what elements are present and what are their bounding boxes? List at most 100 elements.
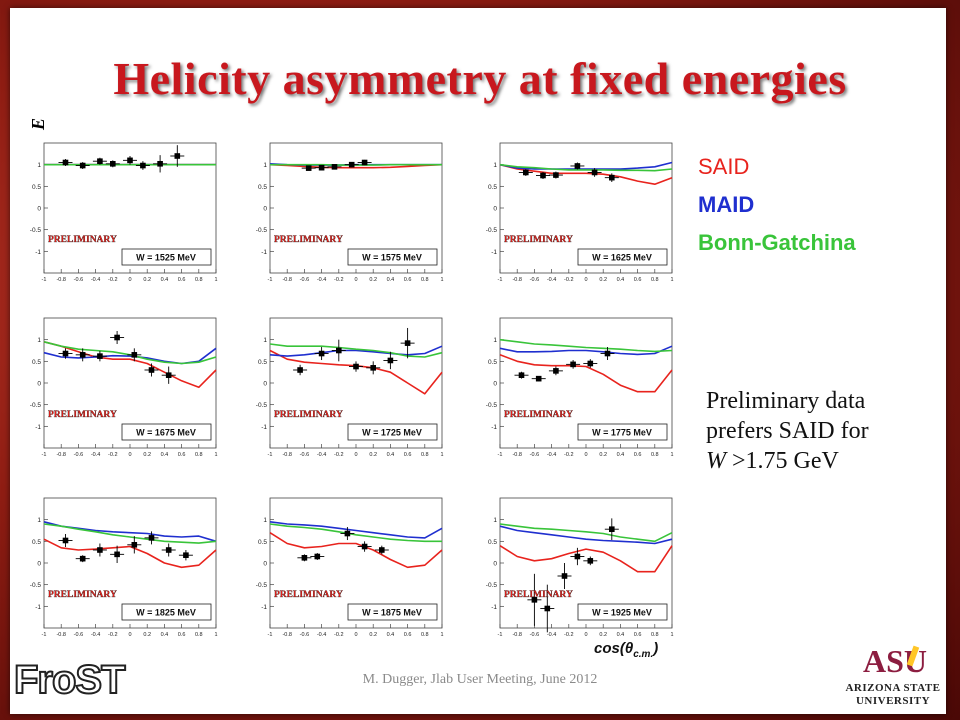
preliminary-watermark: PRELIMINARY — [48, 590, 117, 600]
x-tick-label: 0.2 — [369, 277, 377, 283]
y-tick-label: 0.5 — [32, 184, 41, 191]
data-point — [131, 352, 138, 358]
preliminary-watermark: PRELIMINARY — [48, 235, 117, 245]
x-tick-label: 0.6 — [634, 452, 642, 458]
panel-9: 1 0.5 0 -0.5 -1 -1 -0.8 -0.6 -0.4 -0.2 0 0.2 0.4 0.6 0… — [486, 497, 674, 638]
y-tick-label: -1 — [35, 249, 41, 256]
data-point — [544, 605, 551, 612]
x-tick-label: 1 — [214, 452, 217, 458]
panel-3: 1 0.5 0 -0.5 -1 -1 -0.8 -0.6 -0.4 -0.2 0 0.2 0.4 0.6 0… — [486, 142, 674, 283]
preliminary-watermark: PRELIMINARY — [274, 410, 343, 420]
energy-label-box — [347, 603, 438, 621]
conclusion-note: Preliminary data prefers SAID for W >1.7… — [706, 386, 946, 476]
energy-label: W = 1675 MeV — [136, 428, 196, 438]
curve-said — [269, 163, 443, 169]
x-tick-label: 0.2 — [143, 452, 151, 458]
data-point — [305, 165, 312, 171]
x-tick-label: -0.2 — [334, 452, 343, 458]
x-tick-label: -1 — [42, 277, 47, 283]
data-point — [62, 350, 69, 357]
x-tick-label: 0 — [354, 632, 357, 638]
y-tick-label: -1 — [35, 424, 41, 431]
x-tick-label: -0.2 — [108, 452, 117, 458]
panel-2: 1 0.5 0 -0.5 -1 -1 -0.8 -0.6 -0.4 -0.2 0 0.2 0.4 0.6 0… — [256, 142, 444, 283]
y-tick-label: -0.5 — [486, 582, 498, 589]
data-point — [574, 553, 581, 560]
x-tick-label: -0.6 — [300, 277, 309, 283]
y-tick-label: 1 — [37, 517, 41, 524]
y-tick-label: 1 — [493, 337, 497, 344]
y-tick-label: 1 — [263, 517, 267, 524]
data-point — [587, 360, 594, 367]
x-tick-label: 0.6 — [178, 452, 186, 458]
y-tick-label: 0 — [37, 381, 41, 388]
x-tick-label: 0.8 — [651, 632, 659, 638]
x-tick-label: -0.6 — [74, 452, 83, 458]
x-tick-label: -0.4 — [547, 632, 556, 638]
curve-bonn-gatchina — [499, 338, 673, 353]
curve-maid — [499, 525, 673, 545]
x-tick-label: 0.8 — [651, 277, 659, 283]
data-point — [535, 375, 542, 382]
curve-bonn-gatchina — [269, 523, 442, 543]
data-point — [348, 161, 355, 168]
y-tick-label: 0.5 — [32, 359, 41, 366]
x-tick-label: -0.4 — [91, 632, 100, 638]
energy-label: W = 1925 MeV — [592, 608, 652, 618]
data-point — [574, 163, 581, 169]
y-tick-label: 0.5 — [258, 184, 267, 191]
energy-label-box — [347, 423, 438, 441]
x-tick-label: -0.8 — [512, 632, 521, 638]
data-point — [148, 367, 155, 373]
x-tick-label: -0.6 — [530, 452, 539, 458]
panel-6: 1 0.5 0 -0.5 -1 -1 -0.8 -0.6 -0.4 -0.2 0 0.2 0.4 0.6 0… — [486, 317, 674, 458]
note-line-2: prefers SAID for — [706, 418, 869, 444]
x-tick-label: -0.2 — [334, 277, 343, 283]
y-tick-label: -1 — [261, 424, 267, 431]
data-point — [79, 352, 86, 358]
x-tick-label: 0.8 — [195, 632, 203, 638]
energy-label-box — [121, 423, 212, 441]
curve-said — [499, 354, 673, 393]
x-axis-label: cos(θc.m.) — [594, 640, 659, 660]
y-tick-label: -0.5 — [30, 582, 42, 589]
x-tick-label: -1 — [498, 452, 503, 458]
energy-label-box — [577, 423, 668, 441]
curve-said — [269, 532, 443, 569]
data-point — [157, 161, 163, 167]
x-tick-label: 0 — [354, 277, 357, 283]
note-line-3: W >1.75 GeV — [706, 446, 946, 476]
data-point — [165, 547, 172, 553]
energy-label: W = 1825 MeV — [136, 608, 196, 618]
y-tick-label: -0.5 — [30, 227, 42, 234]
x-tick-label: 0.8 — [651, 452, 659, 458]
y-tick-label: 1 — [37, 337, 41, 344]
x-tick-label: 0.4 — [617, 452, 625, 458]
x-tick-label: -1 — [268, 277, 273, 283]
x-tick-label: 1 — [670, 632, 673, 638]
data-point — [110, 161, 116, 167]
x-tick-label: 0.2 — [599, 277, 607, 283]
legend: SAID MAID Bonn-Gatchina — [698, 148, 856, 262]
x-tick-label: 0.6 — [404, 277, 412, 283]
x-tick-label: -1 — [268, 452, 273, 458]
data-point — [97, 353, 103, 359]
x-tick-label: 0.8 — [195, 452, 203, 458]
x-tick-label: -0.2 — [564, 452, 573, 458]
x-tick-label: -0.8 — [512, 277, 521, 283]
x-tick-label: -0.8 — [56, 452, 65, 458]
x-tick-label: 1 — [440, 277, 443, 283]
data-point — [404, 340, 411, 346]
x-tick-label: -1 — [42, 632, 47, 638]
footer-citation: M. Dugger, Jlab User Meeting, June 2012 — [362, 672, 598, 687]
x-tick-label: -0.2 — [108, 632, 117, 638]
x-tick-label: -0.6 — [530, 632, 539, 638]
x-tick-label: 0.6 — [178, 277, 186, 283]
data-point — [523, 169, 529, 176]
legend-item-maid: MAID — [698, 192, 755, 217]
preliminary-watermark: PRELIMINARY — [274, 590, 343, 600]
x-tick-label: 0 — [584, 277, 587, 283]
y-tick-label: 0.5 — [488, 184, 497, 191]
y-axis-label: E — [28, 117, 48, 130]
x-tick-label: 0.6 — [404, 632, 412, 638]
